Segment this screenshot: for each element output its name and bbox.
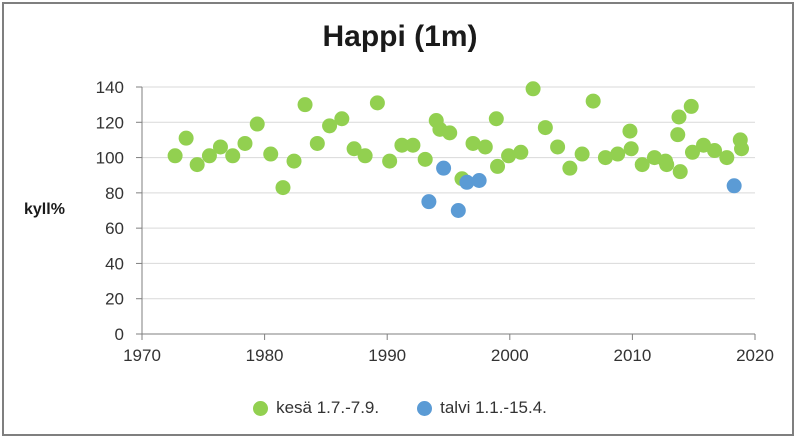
legend-marker-talvi — [417, 400, 433, 416]
data-point-0-53 — [719, 150, 735, 166]
data-point-0-17 — [369, 95, 385, 111]
data-point-0-41 — [623, 141, 639, 157]
data-point-0-49 — [683, 98, 699, 114]
data-point-0-26 — [465, 135, 481, 151]
y-tick-label-20: 20 — [105, 290, 124, 309]
data-point-0-31 — [513, 144, 529, 160]
legend: kesä 1.7.-7.9. talvi 1.1.-15.4. — [0, 398, 800, 418]
data-point-0-28 — [488, 111, 504, 127]
x-tick-label-1980: 1980 — [246, 346, 284, 365]
data-point-0-6 — [237, 135, 253, 151]
data-point-0-45 — [659, 157, 675, 173]
x-tick-labels: 1970 1980 1990 2000 2010 2020 — [123, 346, 774, 365]
series-1 — [421, 160, 742, 218]
x-tick-label-2000: 2000 — [491, 346, 529, 365]
data-point-0-48 — [672, 164, 688, 180]
data-point-0-14 — [334, 111, 350, 127]
data-point-0-30 — [501, 148, 517, 164]
data-point-0-2 — [189, 157, 205, 173]
data-point-0-7 — [249, 116, 265, 132]
data-point-0-12 — [309, 135, 325, 151]
axes — [136, 86, 756, 340]
y-tick-label-80: 80 — [105, 184, 124, 203]
data-point-0-46 — [670, 127, 686, 143]
data-point-0-15 — [346, 141, 362, 157]
data-point-0-33 — [537, 120, 553, 136]
data-point-0-40 — [622, 123, 638, 139]
legend-item-kesa: kesä 1.7.-7.9. — [253, 398, 379, 418]
data-point-0-8 — [263, 146, 279, 162]
data-point-0-0 — [167, 148, 183, 164]
data-point-0-52 — [707, 143, 723, 159]
gridlines — [142, 86, 755, 300]
data-point-1-2 — [450, 203, 466, 218]
data-point-0-36 — [574, 146, 590, 162]
data-point-0-50 — [684, 144, 700, 160]
data-point-0-39 — [610, 146, 626, 162]
data-point-1-5 — [726, 178, 742, 194]
data-point-0-47 — [671, 109, 687, 125]
data-point-0-27 — [477, 139, 493, 155]
data-point-0-3 — [201, 148, 217, 164]
y-tick-labels: 0 20 40 60 80 100 120 140 — [96, 78, 124, 344]
data-point-0-34 — [550, 139, 566, 155]
data-point-0-16 — [357, 148, 373, 164]
y-axis-label: kyll% — [24, 201, 65, 218]
x-tick-label-2020: 2020 — [736, 346, 774, 365]
data-points — [167, 81, 750, 218]
data-point-0-37 — [585, 93, 601, 109]
legend-label-talvi: talvi 1.1.-15.4. — [440, 398, 547, 417]
y-tick-label-120: 120 — [96, 113, 124, 132]
x-tick-label-1990: 1990 — [368, 346, 406, 365]
data-point-1-1 — [436, 160, 452, 176]
legend-label-kesa: kesä 1.7.-7.9. — [276, 398, 380, 417]
data-point-0-4 — [212, 139, 228, 155]
data-point-0-1 — [178, 130, 194, 146]
data-point-1-0 — [421, 194, 437, 210]
data-point-0-32 — [525, 81, 541, 97]
data-point-0-29 — [490, 158, 506, 174]
chart-frame — [2, 2, 794, 436]
data-point-0-35 — [562, 160, 578, 176]
data-point-0-38 — [597, 150, 613, 166]
data-point-0-24 — [442, 125, 458, 141]
data-point-0-9 — [275, 180, 291, 196]
data-point-0-20 — [405, 137, 421, 153]
data-point-0-10 — [286, 153, 302, 169]
data-point-0-11 — [297, 97, 313, 113]
legend-item-talvi: talvi 1.1.-15.4. — [417, 398, 547, 418]
y-tick-label-60: 60 — [105, 219, 124, 238]
data-point-0-42 — [634, 157, 650, 173]
x-tick-label-1970: 1970 — [123, 346, 161, 365]
legend-marker-kesa — [253, 400, 269, 416]
data-point-0-5 — [225, 148, 241, 164]
y-tick-label-100: 100 — [96, 149, 124, 168]
data-point-0-18 — [382, 153, 398, 169]
data-point-0-55 — [734, 141, 750, 157]
series-0 — [167, 81, 750, 196]
chart-title: Happi (1m) — [322, 20, 478, 53]
data-point-1-4 — [471, 173, 487, 189]
data-point-0-13 — [322, 118, 338, 134]
data-point-0-19 — [394, 137, 410, 153]
data-point-1-3 — [459, 174, 475, 190]
data-point-0-21 — [417, 151, 433, 167]
y-tick-label-0: 0 — [115, 325, 124, 344]
x-tick-label-2010: 2010 — [613, 346, 651, 365]
y-tick-label-140: 140 — [96, 78, 124, 97]
y-tick-label-40: 40 — [105, 254, 124, 273]
